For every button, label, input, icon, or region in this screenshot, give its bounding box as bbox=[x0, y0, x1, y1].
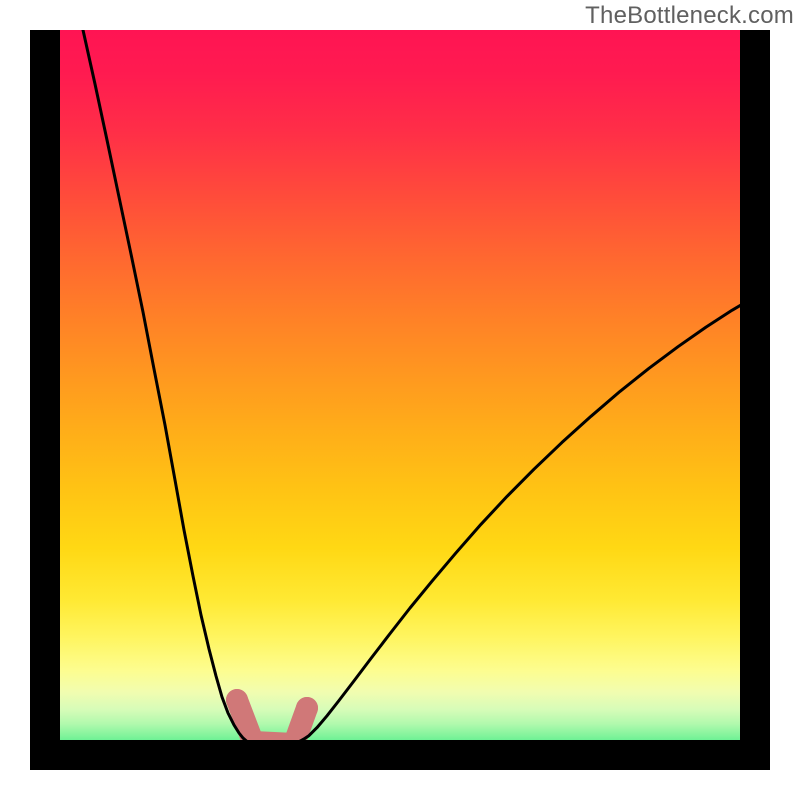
bottleneck-curve bbox=[83, 30, 770, 746]
chart-root: TheBottleneck.com bbox=[0, 0, 800, 800]
axis-mask-right bbox=[740, 30, 770, 770]
watermark-text: TheBottleneck.com bbox=[585, 2, 794, 30]
axis-mask-left bbox=[30, 30, 60, 770]
plot-svg bbox=[30, 30, 770, 770]
plot-area bbox=[30, 30, 770, 770]
axis-mask-bottom bbox=[30, 740, 770, 770]
